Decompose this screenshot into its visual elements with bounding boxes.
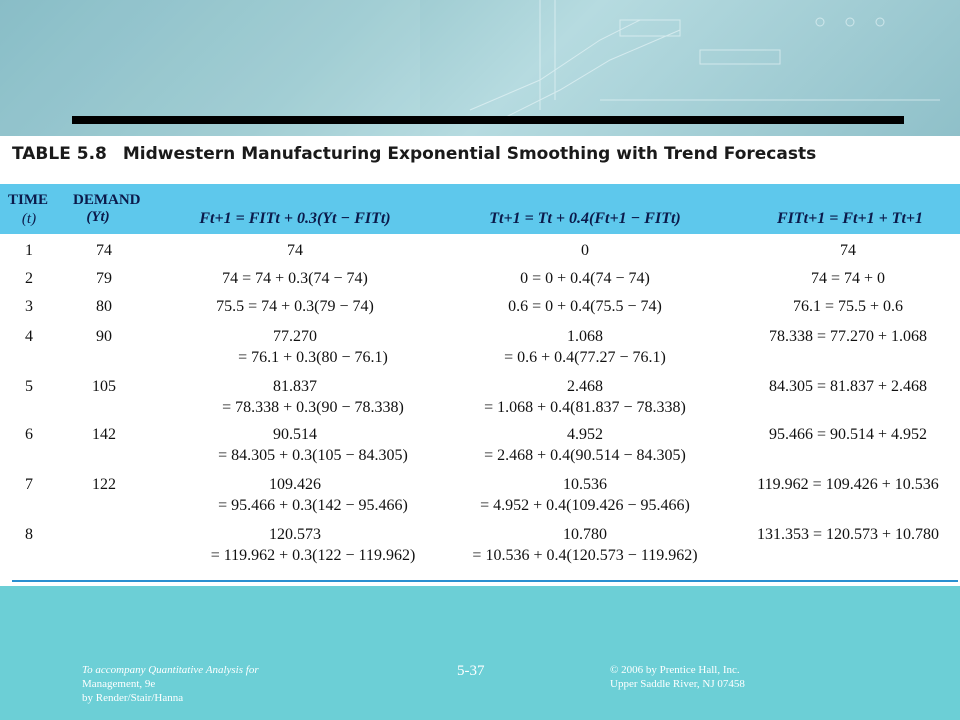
cell-trend: 1.068 xyxy=(567,328,603,345)
cell-forecast-detail: = 78.338 + 0.3(90 − 78.338) xyxy=(222,399,404,416)
cell-time: 1 xyxy=(25,242,33,259)
cell-time: 5 xyxy=(25,378,33,395)
header-forecast-formula: Ft+1 = FITt + 0.3(Yt − FITt) xyxy=(199,210,391,227)
header-time-symbol: (t) xyxy=(21,211,37,227)
cell-fit: 84.305 = 81.837 + 2.468 xyxy=(768,378,928,395)
header-trend-formula: Tt+1 = Tt + 0.4(Ft+1 − FITt) xyxy=(489,210,681,227)
cell-forecast-detail: = 119.962 + 0.3(122 − 119.962) xyxy=(210,547,416,564)
footer-left-line3: by Render/Stair/Hanna xyxy=(82,692,184,704)
cell-trend: 4.952 xyxy=(567,426,603,443)
page-number: 5-37 xyxy=(457,663,485,679)
cell-trend-detail: = 4.952 + 0.4(109.426 − 95.466) xyxy=(480,497,690,514)
cell-forecast: 109.426 xyxy=(269,476,321,493)
cell-forecast: 74 xyxy=(287,242,303,259)
cell-trend: 0 = 0 + 0.4(74 − 74) xyxy=(520,270,650,287)
cell-forecast: 74 = 74 + 0.3(74 − 74) xyxy=(222,270,368,287)
header-demand: DEMAND xyxy=(73,192,141,208)
cell-trend-detail: = 10.536 + 0.4(120.573 − 119.962) xyxy=(472,547,698,564)
cell-forecast: 75.5 = 74 + 0.3(79 − 74) xyxy=(216,298,374,315)
cell-demand: 122 xyxy=(92,476,116,493)
cell-fit: 76.1 = 75.5 + 0.6 xyxy=(792,298,904,315)
cell-fit: 131.353 = 120.573 + 10.780 xyxy=(756,526,940,543)
header-band xyxy=(0,184,960,234)
cell-trend: 10.536 xyxy=(563,476,607,493)
cell-demand: 79 xyxy=(96,270,112,287)
header-time: TIME xyxy=(8,192,49,208)
cell-time: 8 xyxy=(25,526,33,543)
cell-demand: 105 xyxy=(92,378,116,395)
table-panel: TABLE 5.8 Midwestern Manufacturing Expone… xyxy=(0,136,960,586)
cell-time: 3 xyxy=(25,298,33,315)
header-demand-symbol: (Yt) xyxy=(86,209,110,225)
cell-trend-detail: = 0.6 + 0.4(77.27 − 76.1) xyxy=(504,349,666,366)
cell-trend: 2.468 xyxy=(567,378,603,395)
cell-forecast: 120.573 xyxy=(269,526,321,543)
cell-time: 4 xyxy=(25,328,33,345)
footer-left-line1: To accompany Quantitative Analysis for xyxy=(82,664,259,676)
cell-forecast: 90.514 xyxy=(273,426,317,443)
cell-time: 7 xyxy=(25,476,33,493)
footer-left: To accompany Quantitative Analysis for M… xyxy=(82,663,259,705)
cell-fit: 78.338 = 77.270 + 1.068 xyxy=(768,328,928,345)
cell-time: 6 xyxy=(25,426,33,443)
cell-trend-detail: = 1.068 + 0.4(81.837 − 78.338) xyxy=(484,399,686,416)
cell-fit: 119.962 = 109.426 + 10.536 xyxy=(757,476,939,493)
cell-trend: 0 xyxy=(581,242,589,259)
cell-fit: 95.466 = 90.514 + 4.952 xyxy=(768,426,928,443)
table-caption: Midwestern Manufacturing Exponential Smo… xyxy=(122,144,817,164)
cell-demand: 142 xyxy=(92,426,116,443)
table-number: TABLE 5.8 xyxy=(12,144,107,164)
cell-forecast-detail: = 76.1 + 0.3(80 − 76.1) xyxy=(238,349,388,366)
cell-trend-detail: = 2.468 + 0.4(90.514 − 84.305) xyxy=(484,447,686,464)
cell-time: 2 xyxy=(25,270,33,287)
cell-fit: 74 = 74 + 0 xyxy=(810,270,886,287)
footer-left-line2: Management, 9e xyxy=(82,678,156,690)
footer-right: © 2006 by Prentice Hall, Inc. Upper Sadd… xyxy=(610,663,745,691)
header-fit-formula: FITt+1 = Ft+1 + Tt+1 xyxy=(776,210,924,227)
footer-right-line1: © 2006 by Prentice Hall, Inc. xyxy=(610,664,740,676)
table-title: TABLE 5.8 Midwestern Manufacturing Expone… xyxy=(12,144,816,164)
title-rule xyxy=(72,116,904,124)
cell-demand: 74 xyxy=(96,242,112,259)
cell-demand: 90 xyxy=(96,328,112,345)
cell-forecast: 81.837 xyxy=(273,378,317,395)
cell-forecast: 77.270 xyxy=(273,328,317,345)
footer-right-line2: Upper Saddle River, NJ 07458 xyxy=(610,678,745,690)
cell-demand: 80 xyxy=(96,298,112,315)
decorative-banner xyxy=(0,0,960,136)
table-bottom-rule xyxy=(12,580,958,582)
cell-trend: 0.6 = 0 + 0.4(75.5 − 74) xyxy=(508,298,662,315)
cell-forecast-detail: = 95.466 + 0.3(142 − 95.466) xyxy=(218,497,408,514)
cell-fit: 74 xyxy=(840,242,856,259)
cell-trend: 10.780 xyxy=(563,526,607,543)
cell-forecast-detail: = 84.305 + 0.3(105 − 84.305) xyxy=(218,447,408,464)
